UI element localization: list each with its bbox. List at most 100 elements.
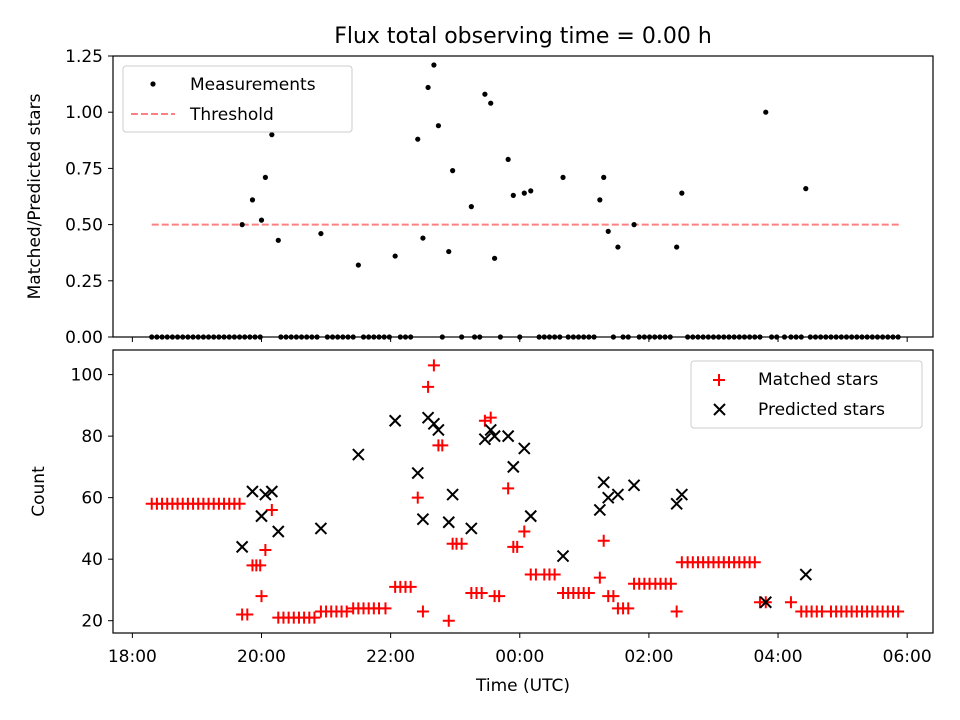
predicted-star-point bbox=[416, 512, 430, 526]
predicted-star-point bbox=[388, 414, 402, 427]
matched-star-point bbox=[622, 602, 635, 615]
x-tick-label: 18:00 bbox=[108, 647, 157, 667]
matched-star-point bbox=[436, 439, 449, 452]
predicted-star-point bbox=[488, 429, 501, 443]
predicted-star-point bbox=[593, 503, 607, 517]
ratio-y-tick-label: 1.00 bbox=[65, 103, 103, 123]
measurement-point bbox=[528, 188, 534, 194]
matched-star-point bbox=[748, 556, 761, 569]
count-y-tick-label: 100 bbox=[71, 366, 103, 386]
matched-star-point bbox=[416, 605, 429, 618]
measurement-point bbox=[597, 197, 603, 203]
ratio-legend-box bbox=[122, 65, 353, 133]
matched-star-point bbox=[892, 605, 905, 618]
matched-star-point bbox=[664, 577, 677, 590]
x-tick-label: 22:00 bbox=[366, 647, 415, 667]
matched-star-point bbox=[484, 411, 497, 424]
measurement-point bbox=[491, 255, 498, 261]
predicted-star-point bbox=[411, 466, 424, 480]
matched-star-point bbox=[254, 559, 267, 572]
measurement-point bbox=[631, 222, 637, 228]
predicted-star-point bbox=[427, 417, 441, 431]
measurement-point bbox=[420, 235, 426, 241]
ratio-y-tick-label: 0.75 bbox=[65, 159, 103, 179]
measurement-point bbox=[601, 174, 607, 180]
measurement-point bbox=[803, 186, 809, 192]
measurement-point bbox=[425, 84, 431, 91]
matched-star-point bbox=[241, 608, 254, 621]
predicted-star-point bbox=[518, 442, 531, 455]
legend-measurements-label: Measurements bbox=[190, 75, 316, 95]
count-legend: Matched stars Predicted stars bbox=[690, 360, 923, 429]
predicted-star-point bbox=[597, 476, 610, 489]
matched-star-point bbox=[404, 580, 417, 593]
matched-star-point bbox=[597, 534, 610, 547]
x-axis-label: Time (UTC) bbox=[475, 676, 570, 696]
matched-star-point bbox=[255, 590, 268, 603]
measurement-point bbox=[674, 244, 680, 250]
x-tick-label: 00:00 bbox=[495, 647, 544, 667]
measurement-point bbox=[763, 109, 769, 115]
measurement-point bbox=[239, 222, 245, 228]
predicted-star-point bbox=[670, 497, 683, 511]
matched-star-point bbox=[411, 491, 424, 504]
ratio-axes-frame bbox=[112, 55, 934, 338]
chart-title: Flux total observing time = 0.00 h bbox=[334, 24, 712, 49]
ratio-y-tick-label: 0.25 bbox=[65, 272, 103, 292]
measurement-point bbox=[488, 100, 494, 106]
matched-star-point bbox=[233, 497, 246, 510]
predicted-star-point bbox=[259, 488, 272, 501]
predicted-star-point bbox=[556, 549, 570, 563]
measurement-point bbox=[482, 91, 488, 97]
predicted-star-point bbox=[235, 540, 249, 554]
matched-star-point bbox=[455, 537, 468, 550]
measurement-point bbox=[446, 248, 452, 255]
x-tick-label: 06:00 bbox=[883, 647, 932, 667]
matched-star-point bbox=[502, 482, 515, 495]
predicted-star-point bbox=[675, 488, 689, 501]
matched-star-point bbox=[427, 359, 440, 372]
matched-star-point bbox=[607, 590, 620, 603]
ratio-y-axis-label: Matched/Predicted stars bbox=[25, 93, 45, 299]
predicted-star-point bbox=[352, 448, 365, 461]
predicted-star-point bbox=[524, 509, 537, 523]
predicted-star-point bbox=[314, 522, 328, 535]
predicted-star-point bbox=[272, 525, 285, 538]
matched-star-point bbox=[784, 596, 797, 609]
measurement-point bbox=[560, 174, 566, 180]
measurement-point bbox=[505, 156, 511, 163]
ratio-y-tick-label: 0.50 bbox=[65, 216, 103, 236]
matched-star-point bbox=[308, 611, 321, 624]
count-y-tick-label: 20 bbox=[81, 612, 103, 632]
ratio-y-tick-label: 0.00 bbox=[65, 328, 103, 348]
matched-star-point bbox=[582, 587, 595, 600]
matched-star-point bbox=[493, 590, 506, 603]
count-marks bbox=[145, 359, 905, 627]
measurement-point bbox=[615, 244, 621, 250]
ratio-ticks: 0.00 0.25 0.50 0.75 1.00 1.25 bbox=[65, 47, 908, 348]
predicted-star-point bbox=[627, 479, 641, 492]
measurement-point bbox=[510, 192, 516, 198]
count-y-axis-label: Count bbox=[29, 466, 49, 517]
measurement-point bbox=[431, 62, 437, 68]
predicted-star-point bbox=[246, 485, 259, 498]
measurement-point bbox=[275, 237, 281, 243]
x-tick-label: 20:00 bbox=[237, 647, 286, 667]
count-axes-frame bbox=[112, 349, 934, 634]
ratio-panel: 0.00 0.25 0.50 0.75 1.00 1.25 Matched/Predict… bbox=[25, 47, 934, 348]
count-legend-box bbox=[690, 360, 923, 429]
count-y-tick-label: 80 bbox=[81, 427, 103, 447]
predicted-star-point bbox=[432, 423, 445, 437]
matched-star-point bbox=[340, 605, 353, 618]
x-tick-label: 04:00 bbox=[754, 647, 803, 667]
predicted-star-point bbox=[478, 432, 492, 446]
legend-predicted-label: Predicted stars bbox=[758, 400, 885, 420]
measurement-point bbox=[269, 132, 275, 138]
measurement-point bbox=[415, 136, 421, 142]
matched-star-point bbox=[265, 503, 278, 516]
predicted-star-point bbox=[446, 488, 459, 501]
count-ticks: 20 40 60 80 100 18:00 20:00 22:00 00:00 02:00 04:0… bbox=[71, 366, 932, 667]
measurement-point bbox=[355, 262, 361, 268]
matched-star-point bbox=[593, 571, 606, 584]
